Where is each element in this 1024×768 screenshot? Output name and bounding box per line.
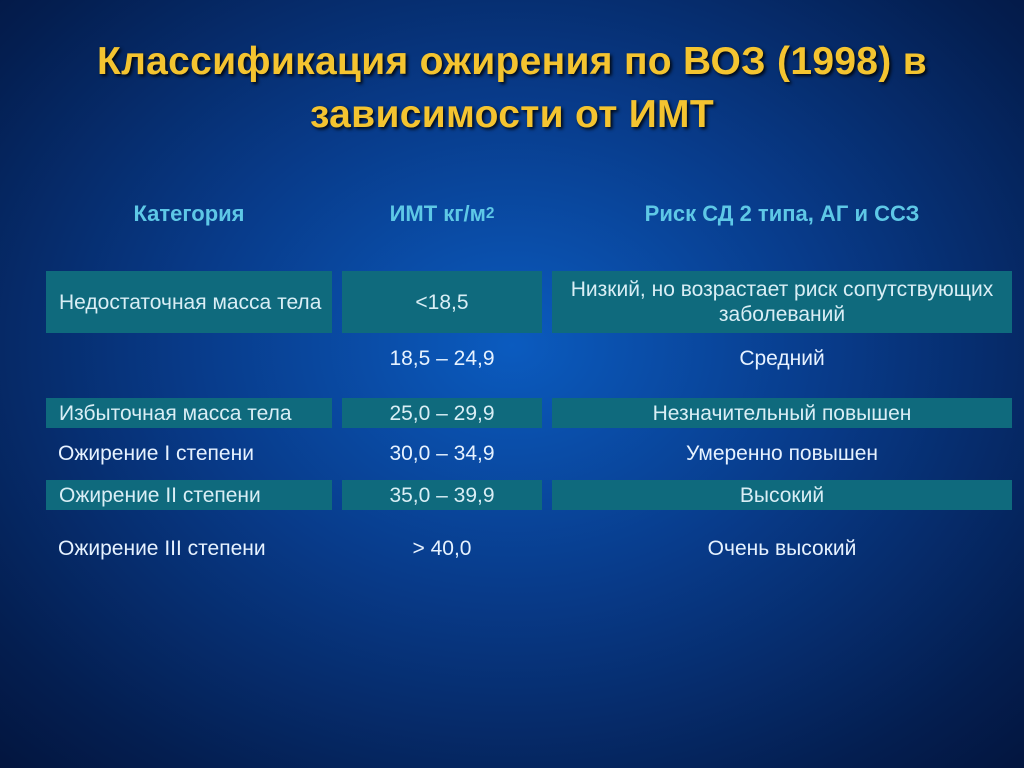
th-bmi-text: ИМТ кг/м <box>390 201 486 227</box>
cell-risk: Высокий <box>552 480 1012 510</box>
th-bmi: ИМТ кг/м2 <box>342 199 542 241</box>
cell-bmi: 18,5 – 24,9 <box>342 342 542 376</box>
cell-category: Недостаточная масса тела <box>46 271 332 333</box>
cell-risk: Средний <box>552 342 1012 376</box>
cell-category: Избыточная масса тела <box>46 398 332 428</box>
cell-bmi: 30,0 – 34,9 <box>342 437 542 471</box>
spacer <box>46 250 1012 262</box>
cell-bmi: > 40,0 <box>342 532 542 566</box>
cell-bmi: 35,0 – 39,9 <box>342 480 542 510</box>
th-category: Категория <box>46 199 332 241</box>
cell-category <box>46 342 332 376</box>
th-risk: Риск СД 2 типа, АГ и ССЗ <box>552 199 1012 241</box>
cell-category: Ожирение II степени <box>46 480 332 510</box>
bmi-table: Категория ИМТ кг/м2 Риск СД 2 типа, АГ и… <box>46 199 988 566</box>
cell-risk: Очень высокий <box>552 532 1012 566</box>
spacer <box>46 385 1012 389</box>
spacer <box>46 519 1012 523</box>
slide-title: Классификация ожирения по ВОЗ (1998) в з… <box>36 36 988 141</box>
th-bmi-sup: 2 <box>486 205 495 223</box>
cell-bmi: 25,0 – 29,9 <box>342 398 542 428</box>
cell-category: Ожирение I степени <box>46 437 332 471</box>
cell-category: Ожирение III степени <box>46 532 332 566</box>
cell-bmi: <18,5 <box>342 271 542 333</box>
cell-risk: Низкий, но возрастает риск сопутствующих… <box>552 271 1012 333</box>
cell-risk: Умеренно повышен <box>552 437 1012 471</box>
slide: Классификация ожирения по ВОЗ (1998) в з… <box>0 0 1024 768</box>
cell-risk: Незначительный повышен <box>552 398 1012 428</box>
